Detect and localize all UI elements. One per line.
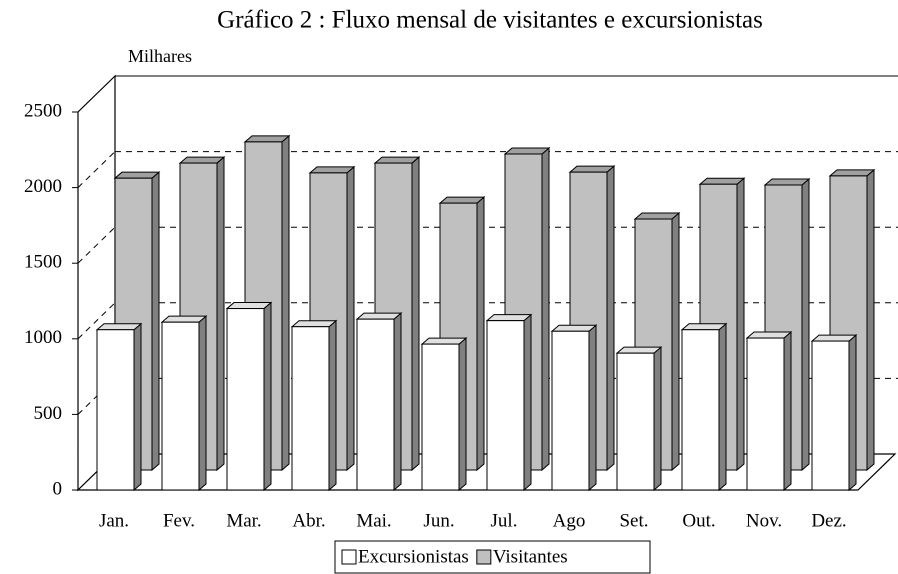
y-tick-label: 2500 (24, 100, 62, 121)
bar-side (541, 146, 550, 472)
bar-top (745, 331, 793, 339)
bar-side (151, 171, 160, 472)
bar-side (281, 134, 290, 472)
x-tick-label: Fev. (163, 510, 195, 531)
bar (356, 318, 395, 491)
x-tick-label: Mar. (226, 510, 261, 531)
bar (811, 340, 850, 491)
bar-side (606, 165, 615, 472)
bar (161, 321, 200, 491)
y-tick-label: 2000 (24, 176, 62, 197)
bar (421, 343, 460, 491)
bar-side (718, 322, 727, 492)
bar (551, 330, 590, 491)
bar-top (763, 178, 811, 186)
bar (291, 326, 330, 491)
bar-top (550, 324, 598, 332)
bar-side (198, 315, 207, 492)
legend-box (334, 540, 651, 574)
grid-line (77, 226, 116, 264)
bar (226, 308, 265, 491)
bar (681, 329, 720, 491)
bar-top (810, 334, 858, 342)
bar-top (178, 156, 226, 164)
bar-top (698, 177, 746, 185)
bar-side (328, 319, 337, 492)
bar-top (438, 196, 486, 204)
bar-side (736, 177, 745, 472)
bar-top (503, 147, 551, 155)
bar-top (160, 315, 208, 323)
bar-top (633, 212, 681, 220)
x-tick-label: Out. (682, 510, 715, 531)
bar-side (866, 168, 875, 472)
bar-top (615, 346, 663, 354)
bar-side (588, 324, 597, 492)
bar (616, 352, 655, 491)
chart-title: Gráfico 2 : Fluxo mensal de visitantes e… (217, 7, 763, 34)
grid-line (77, 302, 116, 340)
bar-side (216, 155, 225, 472)
legend-swatch (341, 549, 357, 565)
bar-side (476, 196, 485, 472)
bar-side (523, 313, 532, 492)
x-tick-label: Nov. (746, 510, 782, 531)
bar-side (848, 333, 857, 492)
y-axis-label: Milhares (128, 46, 192, 66)
bar-side (801, 177, 810, 472)
bar-top (568, 165, 616, 173)
bar (746, 337, 785, 491)
grid-line (77, 151, 116, 188)
x-tick-label: Set. (619, 510, 648, 531)
bar-top (828, 169, 876, 177)
x-tick-label: Abr. (292, 510, 325, 531)
bar-top (308, 166, 356, 174)
bar-top (113, 171, 161, 179)
y-tick-label: 0 (53, 478, 63, 499)
bar-side (653, 346, 662, 492)
y-tick-label: 1500 (24, 252, 62, 273)
bar-side (346, 165, 355, 472)
bar-side (783, 330, 792, 492)
x-tick-label: Jul. (491, 510, 518, 531)
legend-swatch (476, 549, 492, 565)
bar-top (355, 312, 403, 320)
bar-side (393, 312, 402, 492)
bar-top (95, 323, 143, 331)
bar-side (133, 322, 142, 492)
bar-top (243, 135, 291, 143)
bar-top (225, 302, 273, 310)
x-tick-label: Mai. (356, 510, 391, 531)
y-tick-label: 500 (34, 403, 63, 424)
bar-top (290, 320, 338, 328)
x-tick-label: Jan. (99, 510, 129, 531)
x-tick-label: Jun. (423, 510, 454, 531)
x-tick-label: Dez. (811, 510, 846, 531)
bar-side (263, 301, 272, 492)
bar-side (458, 337, 467, 492)
bar-top (373, 156, 421, 164)
bar-side (671, 211, 680, 472)
bar-top (680, 323, 728, 331)
x-tick-label: Ago (553, 510, 586, 531)
bar-top (420, 337, 468, 345)
legend-label: Excursionistas (358, 546, 469, 567)
bar-side (411, 155, 420, 472)
y-tick-label: 1000 (24, 327, 62, 348)
bar (486, 320, 525, 491)
legend-label: Visitantes (493, 546, 568, 567)
bar (96, 329, 135, 491)
bar-top (485, 314, 533, 322)
